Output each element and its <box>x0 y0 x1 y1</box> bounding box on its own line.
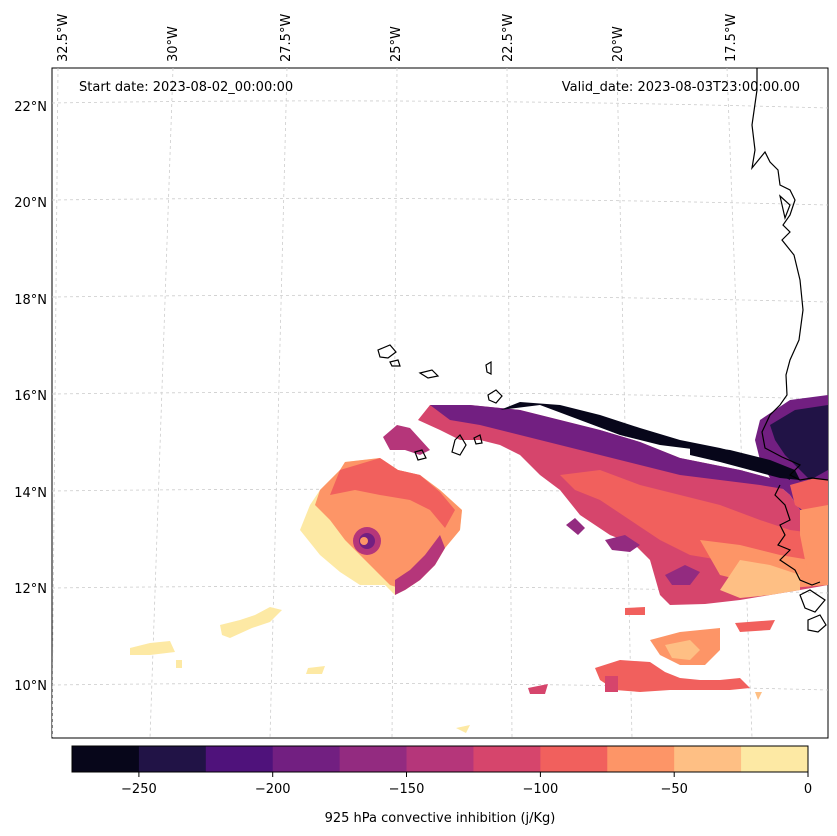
grid-lat-10 <box>52 682 828 691</box>
grid-lat-18 <box>52 294 828 303</box>
grid-lat-14 <box>52 488 828 497</box>
grid-lat-16 <box>52 391 828 400</box>
guinea-coastline <box>774 484 821 586</box>
cin-band-21 <box>665 640 700 660</box>
cin-band-28 <box>130 641 175 655</box>
colorbar-ticks <box>138 772 809 777</box>
cbar-tick-label-50: −50 <box>660 782 687 797</box>
colorbar-swatch-10 <box>741 746 809 772</box>
latitude-labels: 22°N 20°N 18°N 16°N 14°N 12°N 10°N <box>14 100 47 694</box>
bijagos-2 <box>807 614 827 633</box>
grid-lon-20 <box>616 68 633 738</box>
cin-band-19 <box>595 660 750 692</box>
cin-band-27 <box>220 607 282 638</box>
grid-lon-27.5 <box>269 68 288 738</box>
grid-lat-12 <box>52 585 828 594</box>
grid-lon-32.5 <box>52 68 59 738</box>
lon-label-27.5W: 27.5°W <box>279 14 294 62</box>
cape-verde-sao-vicente <box>389 359 401 367</box>
cbar-tick-label-250: −250 <box>121 782 157 797</box>
lon-label-20W: 20°W <box>611 26 626 62</box>
map-panel: Start date: 2023-08-02_00:00:00 Valid_da… <box>51 67 829 739</box>
lat-label-18N: 18°N <box>14 293 47 308</box>
bijagos-1 <box>799 589 826 613</box>
cbar-tick-label-150: −150 <box>389 782 425 797</box>
cape-verde-sal <box>485 360 492 375</box>
cin-band-29 <box>176 660 182 668</box>
grid-lat-22 <box>52 100 828 109</box>
cin-band-6 <box>430 405 790 490</box>
cin-band-26 <box>755 692 762 700</box>
lat-label-16N: 16°N <box>14 389 47 404</box>
banc-island <box>778 194 791 221</box>
cape-verde-boa-vista <box>487 389 503 404</box>
colorbar-swatch-7 <box>540 746 608 772</box>
colorbar: −250 −200 −150 −100 −50 0 925 hPa convec… <box>71 745 812 826</box>
lon-label-32.5W: 32.5°W <box>56 14 71 62</box>
cbar-tick-label-200: −200 <box>255 782 291 797</box>
cin-band-31 <box>456 725 470 733</box>
colorbar-swatch-6 <box>473 746 541 772</box>
lat-label-20N: 20°N <box>14 196 47 211</box>
cin-band-22 <box>625 607 645 615</box>
cin-band-15 <box>800 505 828 585</box>
coastlines <box>377 68 828 633</box>
lat-label-14N: 14°N <box>14 486 47 501</box>
colorbar-frame <box>71 745 809 773</box>
colorbar-swatch-0 <box>72 746 140 772</box>
cin-band-30 <box>306 666 325 674</box>
grid-lon-25 <box>391 68 398 738</box>
start-date-label: Start date: 2023-08-02_00:00:00 <box>79 80 293 95</box>
valid-date-label: Valid_date: 2023-08-03T23:00:00.00 <box>562 80 800 95</box>
cin-band-9 <box>720 560 800 598</box>
cape-verde-santo-antao <box>377 344 397 359</box>
cin-band-12 <box>500 402 790 480</box>
cin-band-25 <box>528 684 548 694</box>
colorbar-swatch-9 <box>674 746 742 772</box>
cin-band-3 <box>395 535 445 595</box>
cin-band-16 <box>566 518 585 535</box>
lat-label-12N: 12°N <box>14 582 47 597</box>
longitude-labels: 32.5°W 30°W 27.5°W 25°W 22.5°W 20°W 17.5… <box>56 14 739 62</box>
colorbar-swatch-2 <box>205 746 274 772</box>
cbar-tick-label-100: −100 <box>523 782 559 797</box>
lon-label-22.5W: 22.5°W <box>501 14 516 62</box>
colorbar-swatch-3 <box>272 746 341 772</box>
map-frame <box>51 67 829 739</box>
lon-label-30W: 30°W <box>166 26 181 62</box>
cin-band-2 <box>330 458 455 528</box>
cape-verde-maio <box>473 434 483 445</box>
colorbar-tick-labels: −250 −200 −150 −100 −50 0 <box>121 782 812 797</box>
cin-contours <box>130 395 828 733</box>
colorbar-swatch-4 <box>339 746 407 772</box>
colorbar-swatch-8 <box>607 746 675 772</box>
grid-lat-20 <box>52 197 828 206</box>
lat-label-10N: 10°N <box>14 679 47 694</box>
colorbar-swatches <box>72 746 809 772</box>
colorbar-title: 925 hPa convective inhibition (j/Kg) <box>325 811 556 826</box>
lon-label-25W: 25°W <box>389 26 404 62</box>
cin-band-13 <box>690 445 800 480</box>
cin-band-24 <box>605 676 618 692</box>
lat-label-22N: 22°N <box>14 100 47 115</box>
cape-verde-fogo <box>414 449 427 461</box>
grid-lon-22.5 <box>506 68 513 738</box>
cyclone-eye <box>360 537 368 545</box>
cape-verde-santiago <box>451 434 467 456</box>
colorbar-swatch-1 <box>138 746 207 772</box>
colorbar-swatch-5 <box>406 746 474 772</box>
lon-label-17.5W: 17.5°W <box>724 14 739 62</box>
cbar-tick-label-0: 0 <box>804 782 812 797</box>
cin-band-11 <box>770 405 828 480</box>
african-coastline <box>751 68 828 481</box>
cin-band-4 <box>383 425 430 455</box>
cape-verde-sao-nicolau <box>418 369 440 379</box>
grid-lon-30 <box>149 68 174 738</box>
cin-band-23 <box>735 620 775 632</box>
cin-band-17 <box>605 535 640 552</box>
cin-band-18 <box>665 565 700 585</box>
